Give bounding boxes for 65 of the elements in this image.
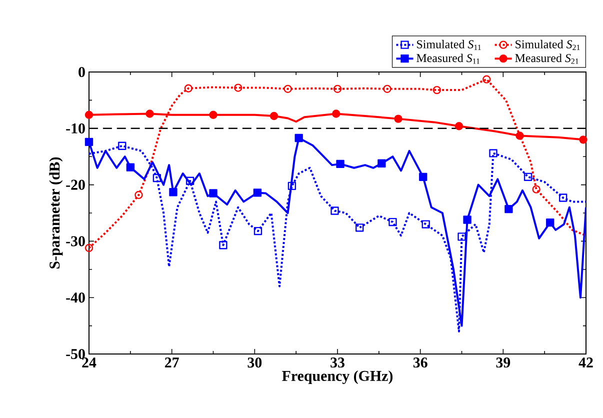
point [169, 188, 178, 196]
x-tick-label: 33 [330, 358, 344, 368]
line-series [89, 78, 586, 249]
point [532, 185, 540, 194]
x-tick-label: 42 [578, 358, 593, 368]
legend-label: Simulated S$_{11}$ [417, 40, 481, 50]
point [383, 84, 392, 94]
legend-label: Measured S$_{21}$ [515, 54, 578, 64]
legend-label: Simulated S$_{21}$ [516, 40, 580, 50]
y-tick-label: 0 [78, 66, 85, 78]
point [458, 232, 466, 241]
point [209, 110, 218, 119]
x-tick-label: 24 [82, 358, 96, 368]
y-tick-label: -10 [66, 123, 85, 134]
point [84, 138, 94, 146]
point [294, 134, 303, 142]
point [559, 194, 568, 202]
point [253, 188, 262, 197]
point [394, 114, 402, 123]
point [330, 206, 339, 215]
point [546, 218, 554, 227]
point [288, 182, 296, 190]
point [482, 75, 491, 84]
point [186, 176, 194, 185]
y-tick-label: -50 [66, 348, 85, 360]
x-tick-label: 27 [164, 358, 179, 368]
point [84, 110, 94, 119]
point [333, 84, 342, 94]
point [378, 159, 386, 168]
x-tick-label: 30 [248, 358, 262, 368]
point [254, 226, 262, 236]
x-tick-label: 36 [413, 358, 428, 368]
point [234, 84, 242, 92]
point [422, 220, 430, 228]
x-axis-title: Frequency (GHz) [282, 370, 393, 384]
point [419, 172, 428, 181]
point [184, 84, 192, 92]
point [332, 110, 340, 118]
point [126, 163, 134, 172]
point [356, 224, 364, 232]
point [336, 160, 344, 168]
point [516, 132, 524, 140]
point [284, 84, 292, 94]
point [134, 190, 143, 200]
y-axis-title: S-parameter (dB) [49, 157, 63, 268]
y-tick-label: -40 [66, 292, 85, 303]
legend-label: Measured S$_{11}$ [416, 54, 480, 64]
point [146, 110, 154, 118]
point [209, 189, 218, 198]
point [489, 149, 498, 158]
point [432, 86, 441, 94]
point [463, 216, 472, 224]
point [388, 218, 397, 226]
point [579, 136, 588, 144]
point [454, 122, 464, 130]
point [504, 204, 513, 214]
y-tick-label: -20 [66, 180, 85, 190]
x-tick-label: 39 [496, 358, 510, 368]
point [152, 174, 162, 182]
point [219, 241, 228, 250]
point [270, 112, 278, 120]
point [118, 142, 126, 150]
y-tick-label: -30 [66, 236, 85, 246]
point [524, 172, 532, 181]
point [84, 244, 94, 252]
